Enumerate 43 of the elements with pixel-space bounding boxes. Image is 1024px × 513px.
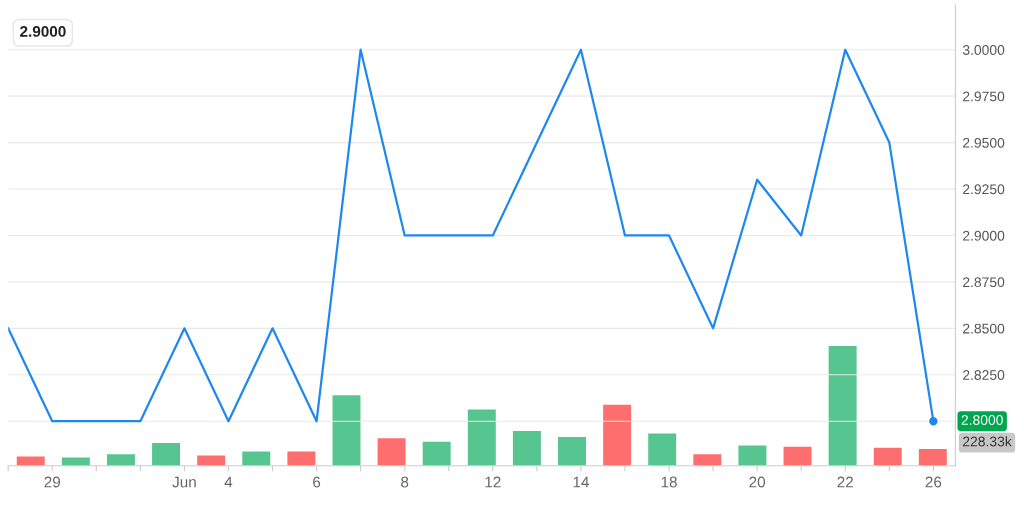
bar — [558, 437, 586, 466]
bar — [287, 451, 316, 466]
bar — [648, 433, 677, 466]
x-tick-label: 12 — [485, 476, 501, 488]
x-tick-label: 22 — [837, 476, 853, 488]
y-tick-label: 2.8250 — [963, 370, 1005, 380]
y-tick-label: 3.0000 — [962, 45, 1005, 55]
x-tick-label: 26 — [925, 476, 942, 488]
bar — [873, 447, 902, 466]
bar — [467, 409, 496, 466]
y-tick-label: 2.9750 — [963, 91, 1005, 102]
y-tick-label: 2.8750 — [963, 277, 1005, 288]
x-tick-label: 20 — [749, 476, 766, 488]
bar — [332, 395, 361, 466]
bar — [828, 346, 857, 466]
x-tick-label: 18 — [661, 476, 677, 488]
bar — [152, 443, 181, 466]
y-tick-label: 2.9500 — [963, 137, 1005, 148]
bar — [512, 431, 541, 466]
y-tick-label: 2.9250 — [963, 184, 1005, 195]
y-tick-label: 2.8500 — [963, 323, 1005, 334]
text: 228.33k — [963, 436, 1012, 447]
bar — [422, 441, 451, 466]
bar — [106, 454, 135, 466]
bar — [242, 451, 271, 466]
x-tick-label: 14 — [573, 476, 589, 488]
bar — [603, 404, 632, 466]
bar — [918, 449, 947, 466]
data-label: 2.8000 — [961, 415, 1003, 425]
x-tick-label: Jun — [172, 476, 196, 488]
bar — [61, 457, 90, 466]
annotation: 2.9000 — [20, 26, 66, 37]
y-tick-label: 2.9000 — [963, 230, 1005, 241]
bar — [693, 454, 722, 466]
bar — [16, 456, 45, 466]
bar — [783, 446, 812, 466]
bar — [738, 445, 767, 466]
x-tick-label: 4 — [224, 476, 233, 488]
x-tick-label: 29 — [44, 476, 61, 488]
x-tick-label: 6 — [313, 476, 321, 488]
bar — [197, 455, 226, 466]
bar — [377, 438, 406, 466]
x-tick-label: 8 — [401, 476, 409, 488]
